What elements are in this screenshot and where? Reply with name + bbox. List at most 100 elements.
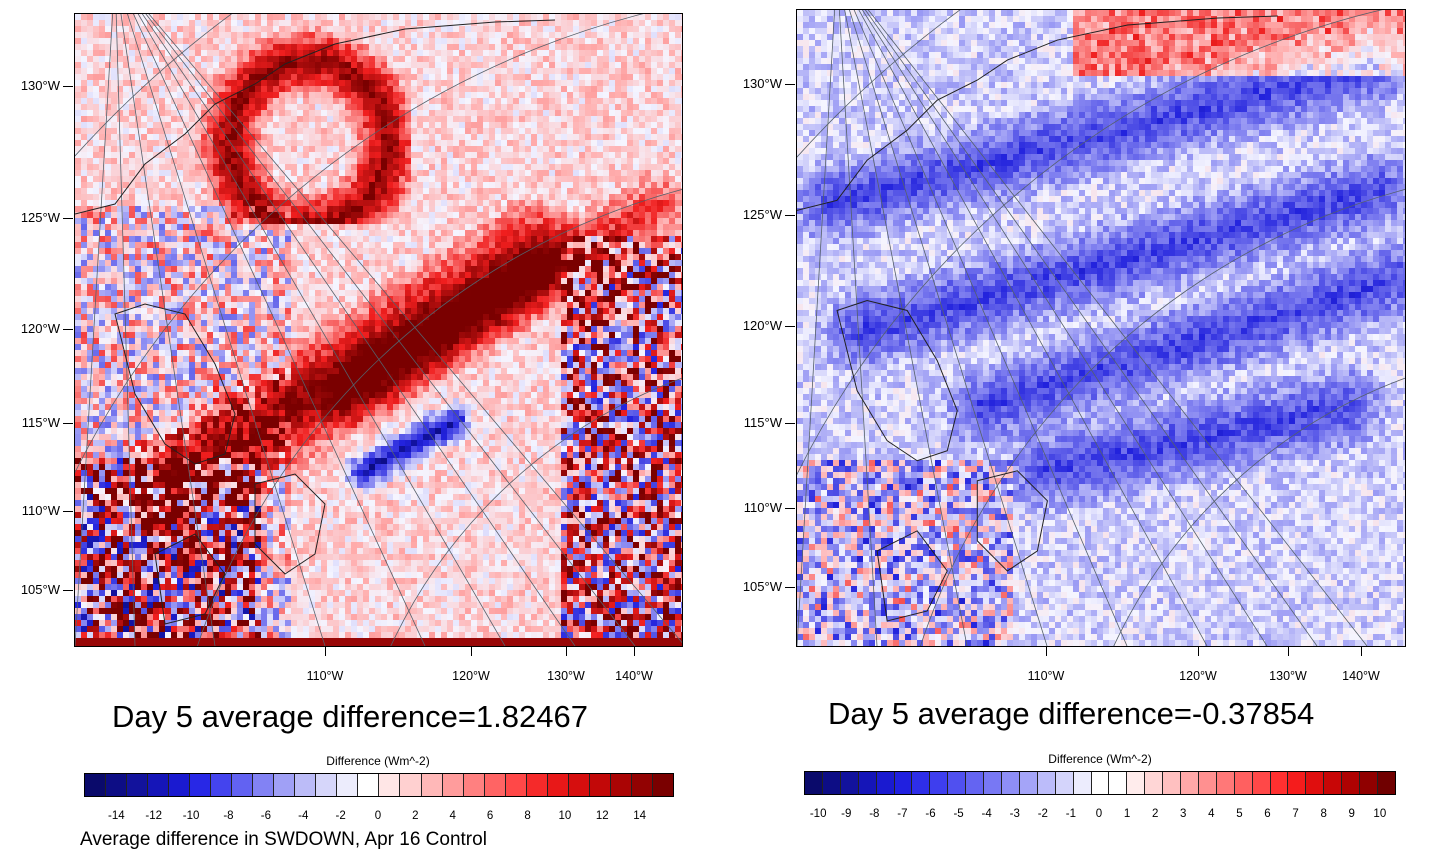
lat-tick [63, 329, 73, 330]
lat-tick [63, 511, 73, 512]
colorbar-label: 4 [438, 810, 468, 822]
colorbar-swatch [253, 774, 274, 796]
colorbar-label: 0 [363, 810, 393, 822]
colorbar-swatch [358, 774, 379, 796]
lat-label: 130°W [722, 76, 782, 91]
colorbar-swatch [653, 774, 673, 796]
colorbar-swatch [127, 774, 148, 796]
colorbar-label: -8 [859, 808, 889, 820]
colorbar-swatch [805, 772, 823, 794]
lat-label: 105°W [722, 579, 782, 594]
colorbar-swatch [859, 772, 877, 794]
lat-label: 105°W [0, 582, 60, 597]
lon-tick [1361, 646, 1362, 656]
colorbar-label: -6 [251, 810, 281, 822]
lat-tick [63, 218, 73, 219]
colorbar-swatch [1056, 772, 1074, 794]
colorbar-swatch [106, 774, 127, 796]
left-colorbar-title: Difference (Wm^-2) [228, 754, 528, 768]
lon-label: 110°W [295, 669, 355, 683]
colorbar-swatch [1199, 772, 1217, 794]
colorbar-label: 9 [1337, 808, 1367, 820]
colorbar-label: -8 [213, 810, 243, 822]
colorbar-label: -4 [972, 808, 1002, 820]
colorbar-swatch [1038, 772, 1056, 794]
colorbar-label: -2 [326, 810, 356, 822]
colorbar-swatch [948, 772, 966, 794]
colorbar-swatch [337, 774, 358, 796]
colorbar-label: 4 [1196, 808, 1226, 820]
colorbar-label: -9 [831, 808, 861, 820]
lat-tick [785, 423, 795, 424]
colorbar-label: 5 [1224, 808, 1254, 820]
lat-label: 120°W [722, 318, 782, 333]
colorbar-swatch [295, 774, 316, 796]
colorbar-swatch [274, 774, 295, 796]
lat-tick [785, 326, 795, 327]
colorbar-swatch [506, 774, 527, 796]
colorbar-swatch [527, 774, 548, 796]
colorbar-swatch [443, 774, 464, 796]
colorbar-swatch [422, 774, 443, 796]
lon-tick [325, 646, 326, 656]
colorbar-label: 2 [1140, 808, 1170, 820]
left-caption: Day 5 average difference=1.82467 [112, 699, 588, 735]
colorbar-swatch [1181, 772, 1199, 794]
colorbar-swatch [1020, 772, 1038, 794]
colorbar-swatch [1092, 772, 1110, 794]
colorbar-swatch [1253, 772, 1271, 794]
colorbar-label: -6 [915, 808, 945, 820]
colorbar-swatch [85, 774, 106, 796]
right-colorbar [804, 771, 1396, 795]
right-map [796, 9, 1406, 647]
colorbar-label: 7 [1281, 808, 1311, 820]
colorbar-label: 6 [1253, 808, 1283, 820]
colorbar-label: 2 [400, 810, 430, 822]
lon-tick [634, 646, 635, 656]
colorbar-label: 8 [1309, 808, 1339, 820]
colorbar-swatch [1342, 772, 1360, 794]
lat-tick [63, 590, 73, 591]
colorbar-label: 0 [1084, 808, 1114, 820]
lat-tick [785, 508, 795, 509]
colorbar-swatch [1145, 772, 1163, 794]
colorbar-swatch [316, 774, 337, 796]
lon-label: 140°W [1331, 669, 1391, 683]
lat-label: 125°W [0, 210, 60, 225]
colorbar-label: 3 [1168, 808, 1198, 820]
left-map [74, 13, 683, 647]
colorbar-label: 6 [475, 810, 505, 822]
footer-text: Average difference in SWDOWN, Apr 16 Con… [80, 829, 487, 851]
colorbar-label: 8 [513, 810, 543, 822]
colorbar-swatch [895, 772, 913, 794]
colorbar-swatch [548, 774, 569, 796]
lon-label: 120°W [1168, 669, 1228, 683]
colorbar-label: -10 [803, 808, 833, 820]
colorbar-swatch [877, 772, 895, 794]
colorbar-swatch [379, 774, 400, 796]
colorbar-label: 10 [1365, 808, 1395, 820]
lat-label: 120°W [0, 321, 60, 336]
lon-tick [1046, 646, 1047, 656]
colorbar-swatch [590, 774, 611, 796]
colorbar-swatch [1378, 772, 1395, 794]
colorbar-label: -2 [1028, 808, 1058, 820]
lon-tick [1198, 646, 1199, 656]
colorbar-swatch [1002, 772, 1020, 794]
lon-tick [471, 646, 472, 656]
lon-label: 130°W [536, 669, 596, 683]
colorbar-swatch [984, 772, 1002, 794]
lon-label: 140°W [604, 669, 664, 683]
colorbar-label: -7 [887, 808, 917, 820]
colorbar-swatch [632, 774, 653, 796]
colorbar-label: -10 [176, 810, 206, 822]
lat-label: 110°W [0, 503, 60, 518]
colorbar-swatch [1324, 772, 1342, 794]
colorbar-label: -12 [139, 810, 169, 822]
colorbar-swatch [841, 772, 859, 794]
colorbar-swatch [1288, 772, 1306, 794]
colorbar-swatch [912, 772, 930, 794]
lat-tick [63, 423, 73, 424]
colorbar-swatch [232, 774, 253, 796]
colorbar-label: 10 [550, 810, 580, 822]
